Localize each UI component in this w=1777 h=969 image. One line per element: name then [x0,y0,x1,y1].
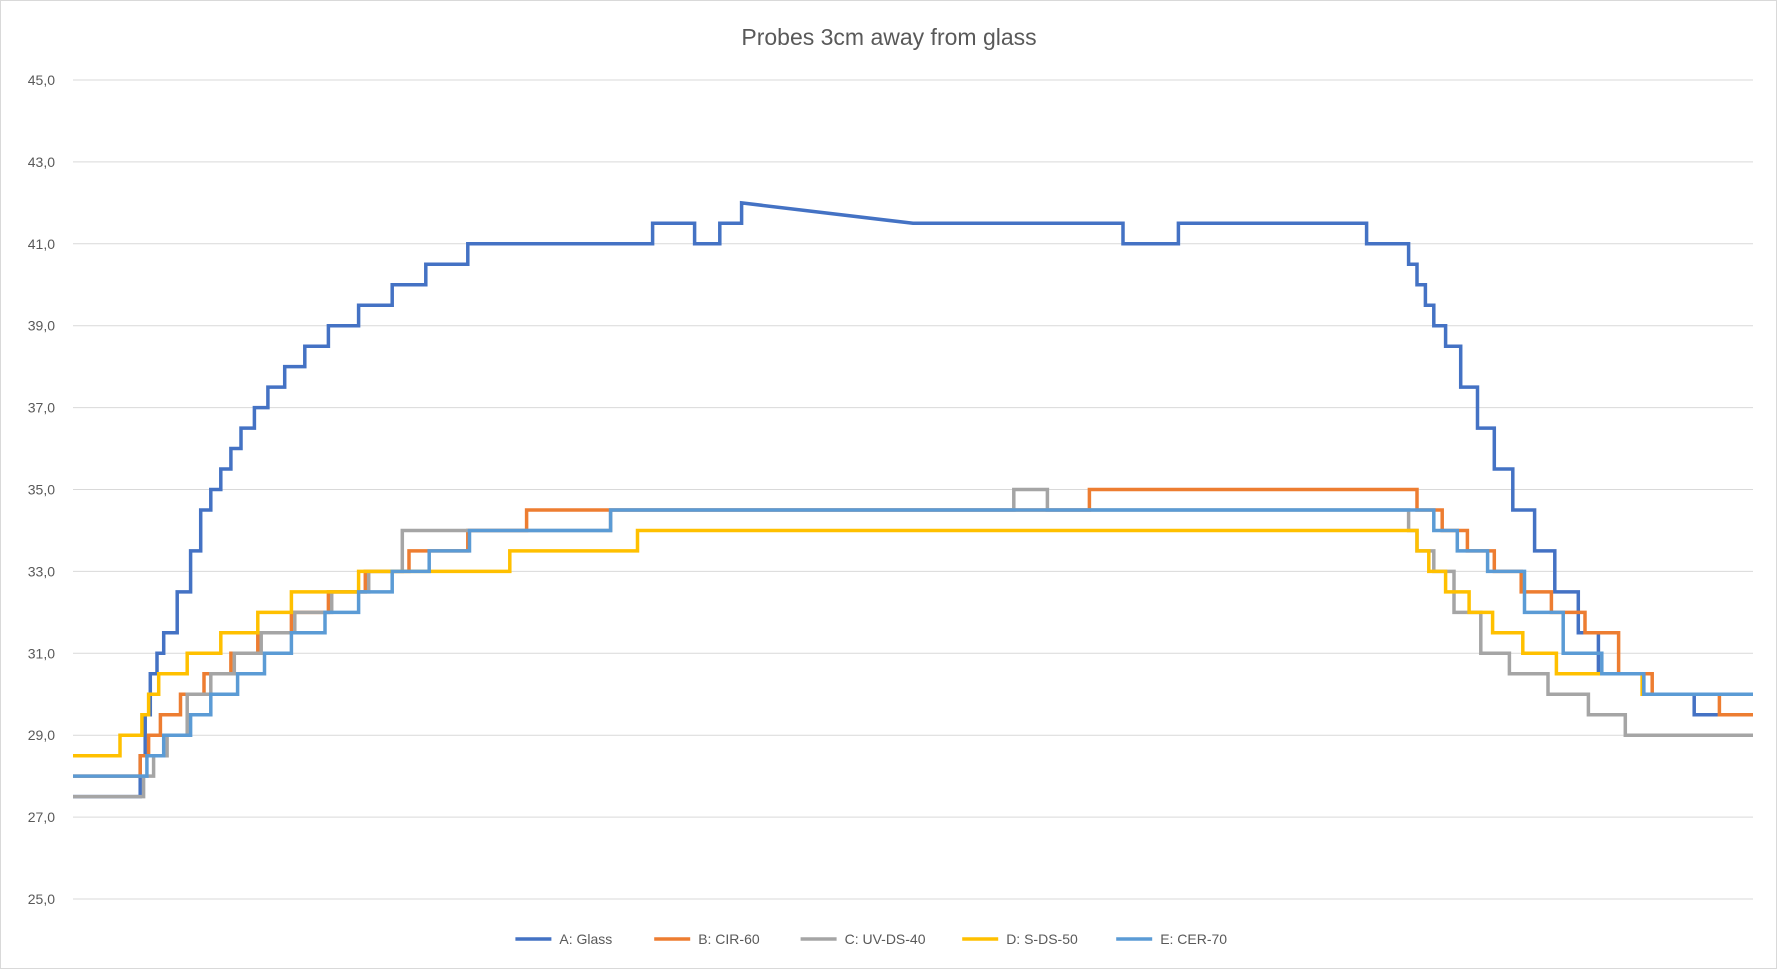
legend-item-a-glass: A: Glass [515,931,612,947]
y-axis-tick-labels: 25,0 27,0 29,0 31,0 33,0 35,0 37,0 39,0 41,0 43,0… [28,72,55,907]
y-tick-label: 39,0 [28,318,55,334]
series-line-a-glass [73,200,1753,799]
legend-label: A: Glass [559,931,612,947]
y-tick-label: 29,0 [28,727,55,743]
y-tick-label: 33,0 [28,563,55,579]
legend-label: C: UV-DS-40 [845,931,926,947]
series-line-e-cer-70 [73,508,1753,778]
y-tick-label: 43,0 [28,154,55,170]
y-tick-label: 45,0 [28,72,55,88]
legend-item-d-s-ds-50: D: S-DS-50 [962,931,1078,947]
y-tick-label: 35,0 [28,482,55,498]
y-tick-label: 27,0 [28,809,55,825]
legend-item-b-cir-60: B: CIR-60 [654,931,760,947]
legend-label: E: CER-70 [1160,931,1227,947]
legend-item-c-uv-ds-40: C: UV-DS-40 [800,931,926,947]
y-tick-label: 31,0 [28,645,55,661]
legend-item-e-cer-70: E: CER-70 [1116,931,1227,947]
chart-title: Probes 3cm away from glass [741,24,1036,50]
y-tick-label: 41,0 [28,236,55,252]
series-line-c-uv-ds-40 [73,487,1753,799]
plot-series [73,200,1753,799]
series-line-d-s-ds-50 [73,528,1753,758]
legend: A: Glass B: CIR-60 C: UV-DS-40 D: S-DS-50 E:… [515,931,1227,947]
legend-label: B: CIR-60 [698,931,760,947]
gridlines [73,79,1753,900]
y-tick-label: 25,0 [28,891,55,907]
y-tick-label: 37,0 [28,400,55,416]
legend-label: D: S-DS-50 [1006,931,1078,947]
